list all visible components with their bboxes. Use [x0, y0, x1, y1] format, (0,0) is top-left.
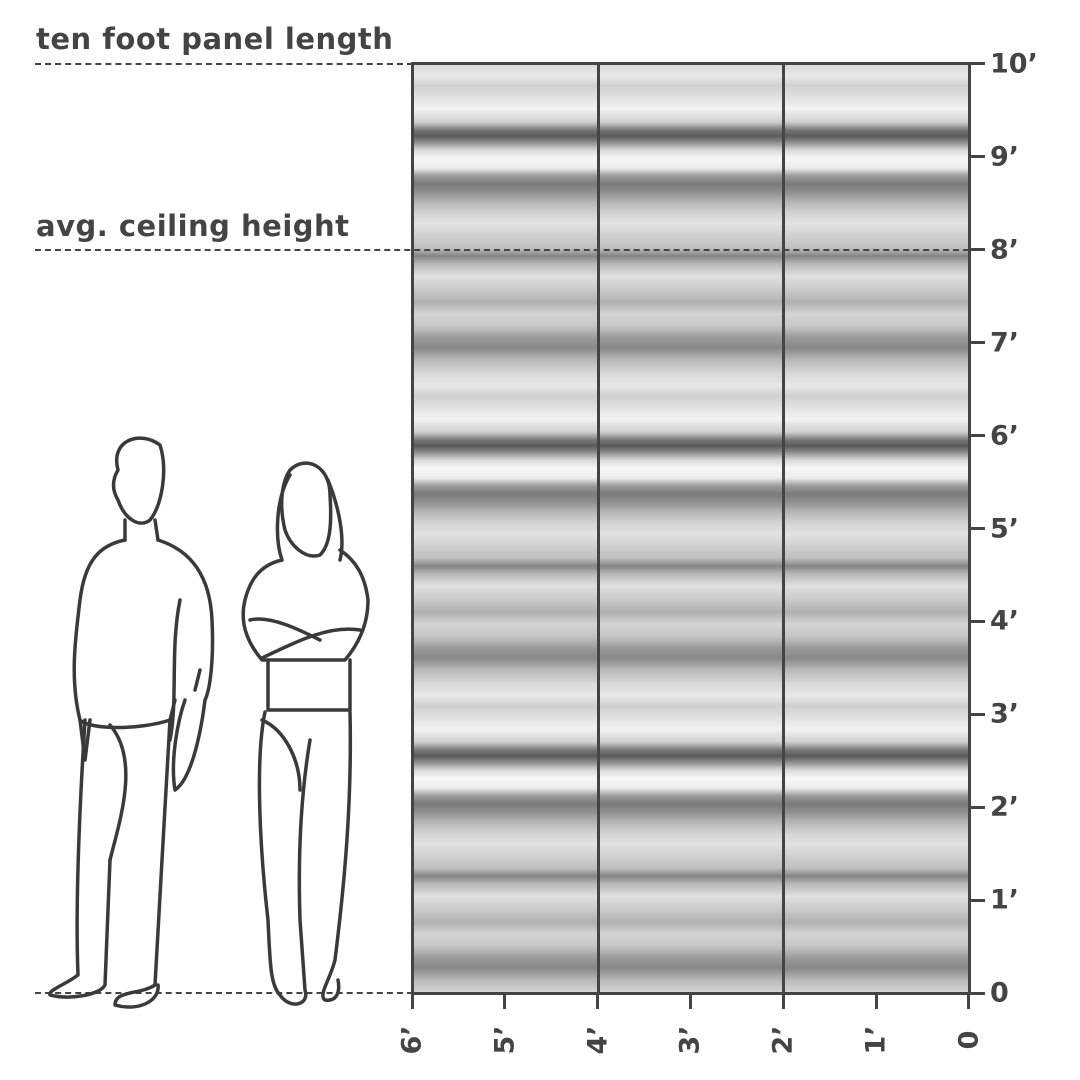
horizontal-tick: [410, 993, 414, 1009]
vertical-tick-label: 3’: [990, 698, 1020, 730]
floor-dashline: [35, 992, 413, 994]
vertical-tick-label: 6’: [990, 420, 1020, 452]
vertical-tick-label: 0: [990, 977, 1009, 1009]
panel-length-dashline: [35, 63, 413, 65]
vertical-tick-label: 2’: [990, 791, 1020, 823]
vertical-tick: [969, 805, 985, 809]
vertical-tick: [969, 155, 985, 159]
panel-edge: [411, 64, 414, 993]
panel-seam: [782, 64, 785, 993]
vertical-tick-label: 4’: [990, 605, 1020, 637]
wallpaper-panel-1: [413, 64, 598, 993]
panel-length-label: ten foot panel length: [36, 22, 394, 56]
horizontal-tick-label: 2’: [767, 1025, 799, 1055]
horizontal-tick: [781, 993, 785, 1009]
vertical-tick-label: 9’: [990, 141, 1020, 173]
vertical-tick-label: 7’: [990, 327, 1020, 359]
ceiling-height-dashline: [35, 249, 969, 251]
horizontal-tick-label: 3’: [674, 1025, 706, 1055]
man-outline-icon: [48, 436, 215, 1009]
panel-seam: [597, 64, 600, 993]
horizontal-tick: [967, 993, 971, 1009]
wallpaper-panel-3: [785, 64, 970, 993]
vertical-tick-label: 1’: [990, 884, 1020, 916]
vertical-tick-label: 8’: [990, 234, 1020, 266]
horizontal-tick-label: 6’: [396, 1025, 428, 1055]
wallpaper-panel-2: [599, 64, 784, 993]
people-figures: [48, 436, 370, 1009]
horizontal-tick-label: 1’: [860, 1025, 892, 1055]
horizontal-tick: [503, 993, 507, 1009]
vertical-tick: [969, 434, 985, 438]
horizontal-tick-label: 4’: [582, 1025, 614, 1055]
horizontal-tick: [874, 993, 878, 1009]
horizontal-tick: [596, 993, 600, 1009]
horizontal-tick-label: 5’: [489, 1025, 521, 1055]
vertical-tick: [969, 341, 985, 345]
vertical-tick: [969, 898, 985, 902]
vertical-tick: [969, 712, 985, 716]
horizontal-tick: [688, 993, 692, 1009]
vertical-tick: [969, 527, 985, 530]
vertical-tick-label: 10’: [990, 48, 1038, 80]
horizontal-axis-line: [411, 992, 985, 995]
horizontal-tick-label: 0: [953, 1030, 985, 1050]
ceiling-height-label: avg. ceiling height: [36, 209, 350, 243]
vertical-tick-label: 5’: [990, 513, 1020, 544]
woman-outline-icon: [241, 461, 370, 1006]
vertical-tick: [969, 248, 985, 252]
top-edge-line: [411, 62, 985, 65]
vertical-tick: [969, 619, 985, 623]
